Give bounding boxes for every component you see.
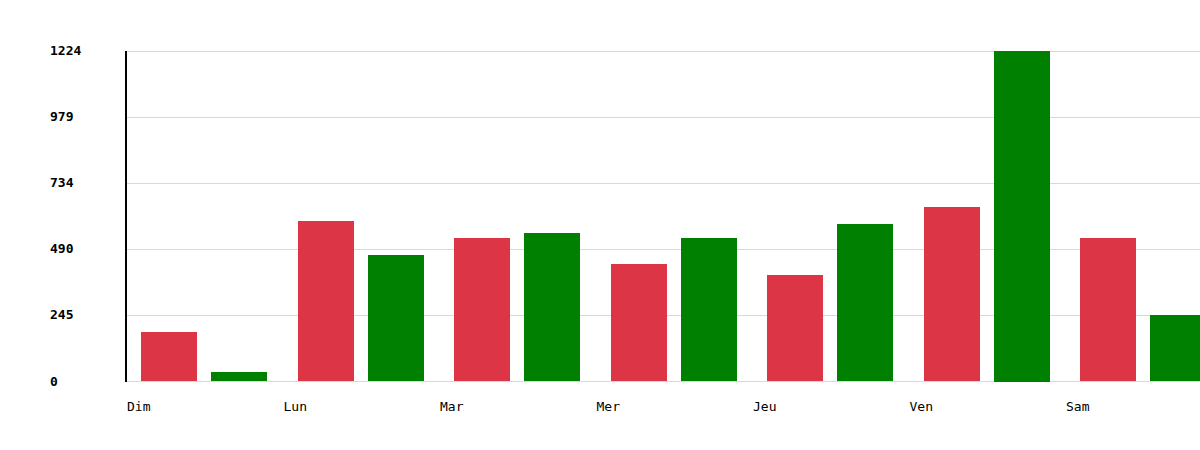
x-axis-label-ven: Ven (910, 399, 933, 415)
bar-lun-green (368, 255, 424, 382)
x-axis-label-sam: Sam (1066, 399, 1089, 415)
bar-jeu-red (767, 275, 823, 382)
bar-mar-green (524, 233, 580, 382)
weekly-bar-chart: 0 245 490 734 979 1224 Dim Lun Mar Mer Jeu Ven Sam (40, 16, 1200, 450)
y-axis-tick-label: 490 (50, 241, 73, 257)
y-axis-tick-label: 979 (50, 109, 73, 125)
bar-sam-green (1150, 315, 1200, 381)
y-axis-tick-label: 245 (50, 307, 73, 323)
bar-mar-red (454, 238, 510, 382)
x-axis-label-dim: Dim (127, 399, 150, 415)
y-axis-line (125, 51, 127, 382)
bar-sam-red (1080, 238, 1136, 381)
bar-jeu-green (837, 224, 893, 382)
bar-ven-green (994, 51, 1050, 382)
x-axis-label-mar: Mar (440, 399, 463, 415)
bar-dim-red (141, 332, 197, 382)
y-axis-tick-label: 0 (50, 374, 58, 390)
y-axis-tick-label: 1224 (50, 43, 81, 59)
bar-lun-red (298, 221, 354, 382)
x-axis-label-lun: Lun (284, 399, 307, 415)
bar-ven-red (924, 207, 980, 381)
bar-dim-green (211, 372, 267, 381)
bar-mer-green (681, 238, 737, 382)
x-axis-label-mer: Mer (597, 399, 620, 415)
y-axis-tick-label: 734 (50, 175, 73, 191)
x-axis-label-jeu: Jeu (753, 399, 776, 415)
bar-mer-red (611, 264, 667, 381)
